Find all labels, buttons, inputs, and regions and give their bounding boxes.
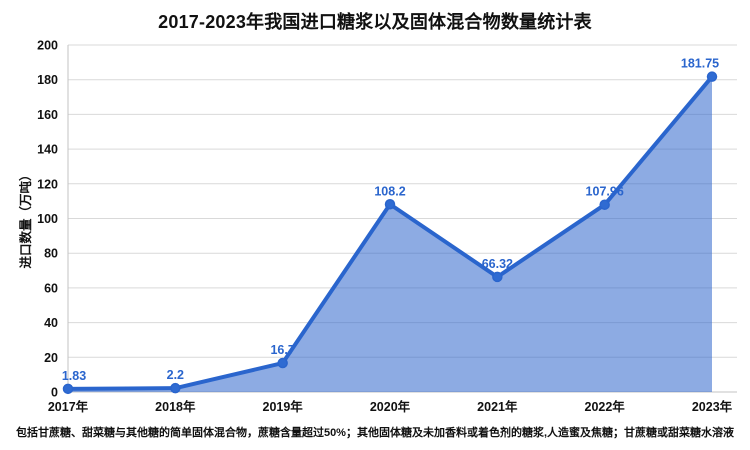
- x-tick-label: 2018年: [155, 399, 196, 414]
- y-tick-label: 60: [44, 281, 58, 295]
- data-point-marker: [62, 383, 74, 395]
- data-point-label: 66.32: [482, 257, 513, 271]
- y-tick-label: 180: [37, 73, 58, 87]
- data-point-label: 108.2: [374, 184, 405, 198]
- x-tick-label: 2022年: [585, 399, 626, 414]
- chart-footnote: 包括甘蔗糖、甜菜糖与其他糖的简单固体混合物，蔗糖含量超过50%；其他固体糖及未加…: [15, 427, 735, 439]
- y-tick-label: 80: [44, 247, 58, 261]
- data-point-marker: [384, 199, 396, 210]
- y-tick-label: 120: [37, 177, 58, 191]
- y-tick-label: 20: [44, 351, 58, 365]
- data-point-label: 16.7: [270, 343, 294, 357]
- x-tick-label: 2020年: [370, 399, 411, 414]
- data-point-label: 2.2: [167, 368, 184, 382]
- y-tick-label: 40: [44, 316, 58, 330]
- x-tick-label: 2019年: [263, 399, 304, 414]
- data-point-label: 107.96: [586, 185, 624, 199]
- data-point-marker: [277, 357, 288, 369]
- y-tick-label: 100: [37, 212, 58, 226]
- y-tick-label: 160: [37, 108, 58, 122]
- y-tick-label: 140: [37, 143, 58, 157]
- y-tick-label: 0: [51, 386, 58, 400]
- data-point-label: 181.75: [681, 57, 719, 71]
- x-tick-label: 2021年: [477, 399, 518, 414]
- y-tick-label: 200: [37, 39, 58, 53]
- data-point-marker: [492, 271, 503, 283]
- x-tick-label: 2023年: [692, 399, 733, 414]
- data-point-marker: [170, 382, 181, 394]
- data-point-marker: [706, 71, 718, 82]
- data-point-label: 1.83: [62, 369, 86, 383]
- area-fill: [68, 76, 712, 392]
- chart-title: 2017-2023年我国进口糖浆以及固体混合物数量统计表: [158, 12, 592, 32]
- x-tick-label: 2017年: [48, 399, 89, 414]
- y-axis-title: 进口数量（万吨）: [18, 168, 33, 268]
- data-point-marker: [599, 199, 610, 210]
